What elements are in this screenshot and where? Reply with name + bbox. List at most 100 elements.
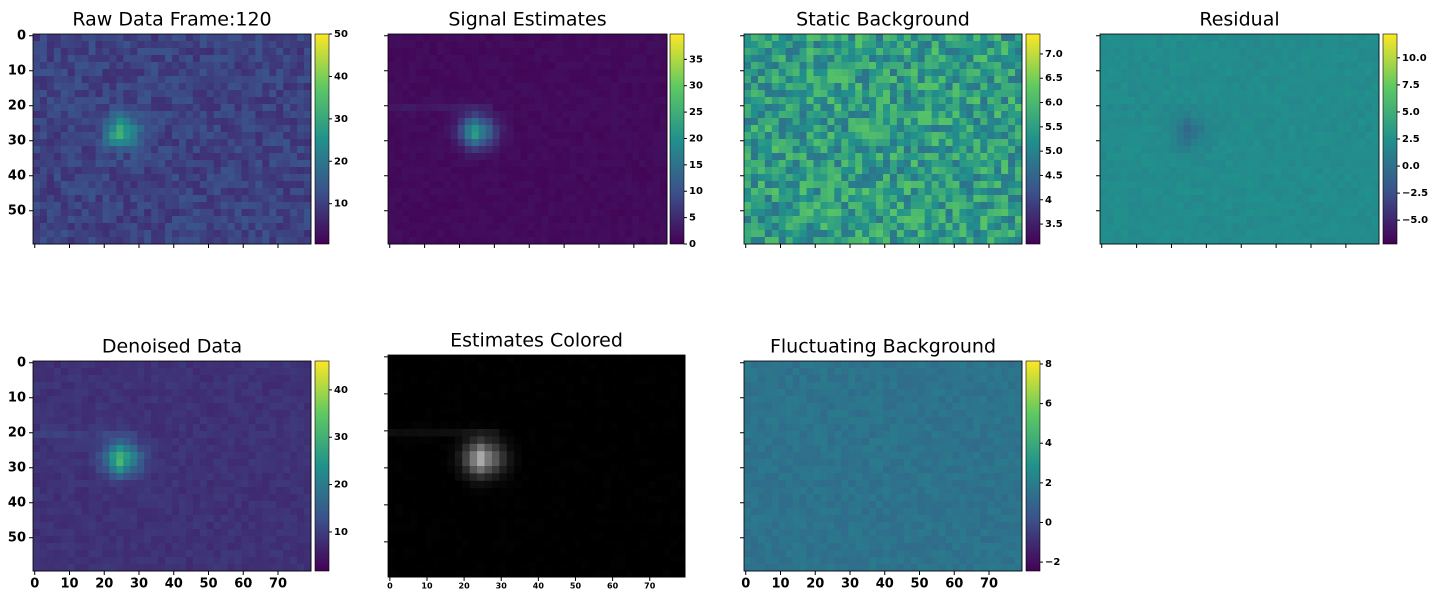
- pixel: [214, 132, 221, 140]
- pixel: [103, 181, 110, 189]
- pixel: [814, 216, 821, 224]
- pixel: [151, 230, 158, 238]
- pixel: [1288, 125, 1295, 133]
- pixel: [1114, 83, 1121, 91]
- pixel: [911, 160, 918, 168]
- pixel: [1281, 230, 1288, 238]
- pixel: [793, 62, 800, 70]
- pixel: [1323, 111, 1330, 119]
- pixel: [758, 174, 765, 182]
- pixel: [472, 237, 479, 245]
- pixel: [186, 209, 193, 217]
- pixel: [793, 202, 800, 210]
- pixel: [179, 195, 186, 203]
- pixel: [193, 139, 200, 147]
- pixel: [953, 223, 960, 231]
- pixel: [500, 167, 507, 175]
- pixel: [911, 223, 918, 231]
- pixel: [1316, 125, 1323, 133]
- pixel: [562, 83, 569, 91]
- pixel: [765, 160, 772, 168]
- pixel: [765, 55, 772, 63]
- pixel: [54, 216, 61, 224]
- pixel: [493, 41, 500, 49]
- pixel: [89, 139, 96, 147]
- pixel: [646, 132, 653, 140]
- pixel: [283, 237, 290, 245]
- pixel: [820, 34, 827, 42]
- pixel: [1205, 230, 1212, 238]
- pixel: [807, 41, 814, 49]
- pixel: [297, 55, 304, 63]
- pixel: [758, 97, 765, 105]
- pixel: [423, 223, 430, 231]
- pixel: [980, 34, 987, 42]
- pixel: [653, 41, 660, 49]
- pixel: [1288, 188, 1295, 196]
- pixel: [458, 181, 465, 189]
- pixel: [235, 125, 242, 133]
- pixel: [255, 41, 262, 49]
- pixel: [409, 90, 416, 98]
- pixel: [507, 167, 514, 175]
- pixel: [1240, 237, 1247, 245]
- pixel: [54, 62, 61, 70]
- pixel: [953, 160, 960, 168]
- pixel: [751, 223, 758, 231]
- pixel: [987, 83, 994, 91]
- pixel: [744, 76, 751, 84]
- pixel: [262, 48, 269, 56]
- pixel: [1121, 111, 1128, 119]
- pixel: [493, 62, 500, 70]
- y-tick-label: 10: [8, 63, 26, 78]
- pixel: [158, 237, 165, 245]
- pixel: [283, 118, 290, 126]
- pixel: [283, 125, 290, 133]
- pixel: [1219, 132, 1226, 140]
- pixel: [1142, 55, 1149, 63]
- pixel: [262, 76, 269, 84]
- pixel: [876, 104, 883, 112]
- pixel: [465, 90, 472, 98]
- pixel: [423, 125, 430, 133]
- pixel: [395, 181, 402, 189]
- pixel: [548, 83, 555, 91]
- pixel: [793, 125, 800, 133]
- pixel: [827, 195, 834, 203]
- pixel: [1142, 83, 1149, 91]
- pixel: [1170, 97, 1177, 105]
- pixel: [1233, 62, 1240, 70]
- pixel: [653, 48, 660, 56]
- pixel: [96, 62, 103, 70]
- pixel: [137, 118, 144, 126]
- pixel: [109, 111, 116, 119]
- pixel: [966, 237, 973, 245]
- pixel: [297, 104, 304, 112]
- pixel: [1246, 48, 1253, 56]
- pixel: [786, 188, 793, 196]
- pixel: [939, 216, 946, 224]
- pixel: [228, 90, 235, 98]
- pixel: [165, 237, 172, 245]
- pixel: [1295, 153, 1302, 161]
- pixel: [1219, 76, 1226, 84]
- pixel: [786, 76, 793, 84]
- pixel: [597, 139, 604, 147]
- pixel: [1351, 76, 1358, 84]
- pixel: [528, 48, 535, 56]
- pixel: [458, 48, 465, 56]
- pixel: [1100, 97, 1107, 105]
- pixel: [744, 62, 751, 70]
- pixel: [953, 55, 960, 63]
- pixel: [911, 41, 918, 49]
- pixel: [834, 230, 841, 238]
- pixel: [911, 167, 918, 175]
- pixel: [639, 139, 646, 147]
- pixel: [1351, 132, 1358, 140]
- pixel: [1219, 104, 1226, 112]
- pixel: [214, 361, 221, 369]
- pixel: [541, 90, 548, 98]
- pixel: [130, 237, 137, 245]
- pixel: [507, 209, 514, 217]
- pixel: [1219, 181, 1226, 189]
